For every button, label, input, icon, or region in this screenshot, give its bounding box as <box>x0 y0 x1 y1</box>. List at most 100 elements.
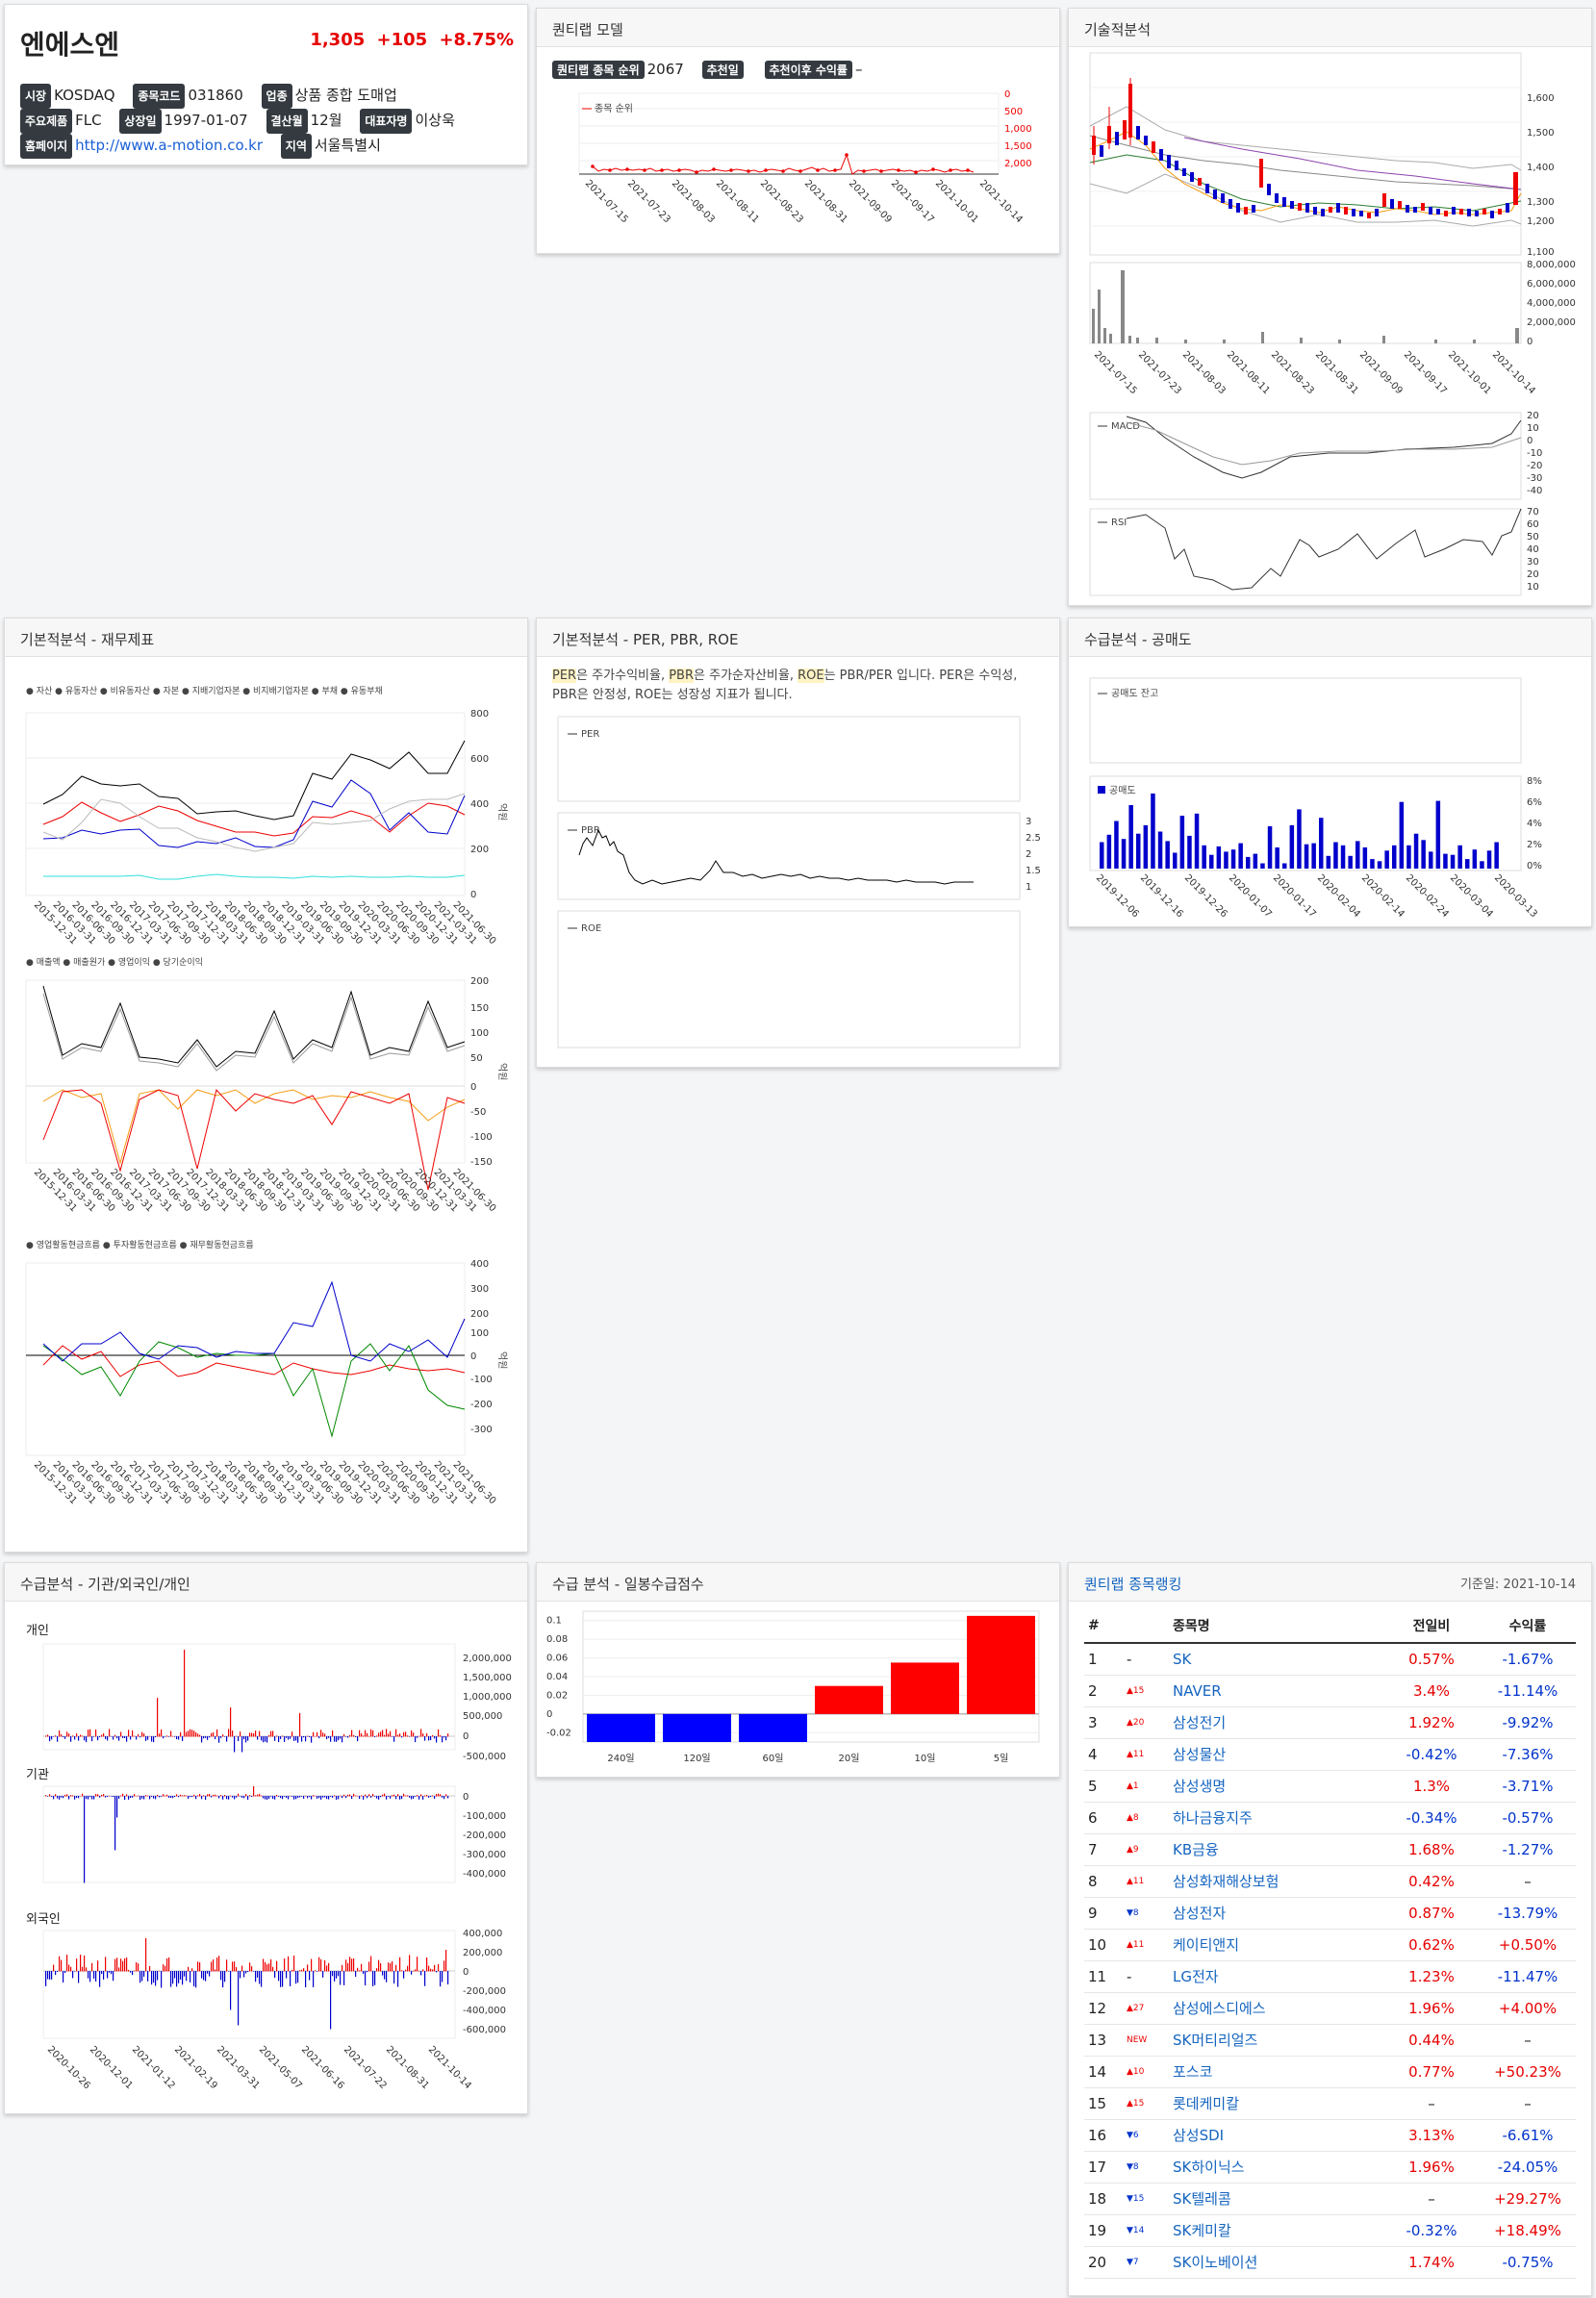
score-bar <box>815 1685 883 1714</box>
bar <box>132 1971 134 1976</box>
svg-text:2020-03-13: 2020-03-13 <box>1492 872 1539 920</box>
stock-link[interactable]: SK머티리얼즈 <box>1173 2032 1258 2049</box>
bar <box>234 1961 236 1972</box>
stock-link[interactable]: 롯데케미칼 <box>1173 2095 1240 2112</box>
bar <box>380 1796 382 1798</box>
stock-link[interactable]: 삼성전기 <box>1173 1714 1227 1731</box>
svg-text:0: 0 <box>1527 337 1533 347</box>
svg-text:-500,000: -500,000 <box>463 1752 506 1762</box>
stock-link[interactable]: SK텔레콤 <box>1173 2190 1231 2208</box>
bar <box>99 1971 101 1987</box>
stock-link[interactable]: 삼성물산 <box>1173 1746 1227 1763</box>
bar <box>176 1971 178 1987</box>
stock-link[interactable]: 삼성SDI <box>1173 2127 1225 2144</box>
stock-link[interactable]: 케이티앤지 <box>1173 1936 1240 1954</box>
bar <box>89 1971 91 1982</box>
stock-link-cell: KB금융 <box>1169 1833 1383 1866</box>
bar <box>438 1963 440 1972</box>
bar <box>55 1971 57 1976</box>
bar <box>284 1958 286 1972</box>
bar <box>276 1735 278 1737</box>
short-bar <box>1465 859 1470 869</box>
svg-text:2,000,000: 2,000,000 <box>1527 317 1576 328</box>
bar <box>409 1736 411 1737</box>
bar <box>172 1796 174 1799</box>
stock-link[interactable]: 삼성전자 <box>1173 1905 1227 1922</box>
financial-charts: ● 자산 ● 유동자산 ● 비유동자산 ● 자본 ● 지배기업자본 ● 비지배기… <box>25 686 508 1506</box>
return: +18.49% <box>1480 2214 1576 2247</box>
bar <box>95 1729 97 1737</box>
bar <box>405 1731 407 1737</box>
svg-text:100: 100 <box>470 1328 489 1339</box>
bar <box>397 1734 399 1737</box>
svg-text:0: 0 <box>1004 89 1010 100</box>
bar <box>113 1796 114 1798</box>
bar <box>68 1796 70 1800</box>
short-bar <box>1136 833 1141 869</box>
prev-change: 0.87% <box>1383 1897 1480 1930</box>
stock-link[interactable]: 포스코 <box>1173 2063 1213 2081</box>
table-row: 2 ▲15 NAVER 3.4% -11.14% <box>1084 1675 1576 1707</box>
bar <box>218 1796 220 1799</box>
bar <box>293 1955 295 1972</box>
stock-link[interactable]: 삼성생명 <box>1173 1778 1227 1795</box>
homepage-link[interactable]: http://www.a-motion.co.kr <box>75 137 263 154</box>
stock-link[interactable]: SK케미칼 <box>1173 2222 1231 2239</box>
return: – <box>1480 2087 1576 2120</box>
bar <box>307 1796 309 1799</box>
bar <box>97 1960 99 1972</box>
bar <box>263 1796 265 1799</box>
stock-link[interactable]: LG전자 <box>1173 1968 1219 1985</box>
bar <box>247 1971 249 1973</box>
bar <box>291 1731 293 1737</box>
bar <box>234 1736 236 1753</box>
bar <box>282 1735 284 1737</box>
rank-num: 10 <box>1084 1929 1123 1961</box>
prev-change: 1.96% <box>1383 1992 1480 2025</box>
svg-text:2021-09-09: 2021-09-09 <box>847 178 894 225</box>
stock-link[interactable]: NAVER <box>1173 1681 1222 1700</box>
info-lines: 시장 KOSDAQ 종목코드 031860 업종 상품 종합 도매업 주요제품 FLC … <box>20 84 455 159</box>
y-tick: -0.02 <box>546 1728 571 1738</box>
bar <box>211 1732 213 1737</box>
svg-text:4,000,000: 4,000,000 <box>1527 298 1576 309</box>
svg-text:0: 0 <box>463 1967 469 1978</box>
bar <box>338 1971 340 1977</box>
rank-move: - <box>1123 1960 1169 1993</box>
bar <box>347 1736 349 1738</box>
stock-link[interactable]: 하나금융지주 <box>1173 1809 1253 1827</box>
bar <box>328 1796 330 1800</box>
individual-bars <box>45 1650 449 1753</box>
stock-link[interactable]: SK <box>1173 1650 1192 1668</box>
bar <box>397 1794 399 1797</box>
rank-move: - <box>1123 1643 1169 1676</box>
stock-link[interactable]: SK하이닉스 <box>1173 2159 1245 2176</box>
bar <box>320 1730 322 1737</box>
stock-link[interactable]: KB금융 <box>1173 1841 1219 1858</box>
stock-link[interactable]: SK이노베이션 <box>1173 2254 1258 2271</box>
return: -0.57% <box>1480 1802 1576 1834</box>
bar <box>172 1735 174 1737</box>
bar <box>238 1793 240 1797</box>
bar <box>143 1796 145 1800</box>
bar <box>415 1796 417 1797</box>
rank-chart: 종목 순위 0 500 1,000 1,500 2,000 2021-07-15… <box>578 89 1032 225</box>
bar <box>180 1971 182 1980</box>
bar <box>392 1795 393 1797</box>
svg-text:억원: 억원 <box>496 1063 508 1080</box>
bar <box>426 1794 428 1797</box>
bar <box>428 1736 430 1741</box>
rank-num: 20 <box>1084 2246 1123 2279</box>
stock-link[interactable]: 삼성에스디에스 <box>1173 2000 1266 2017</box>
bar <box>326 1796 328 1800</box>
rank-move: ▲11 <box>1123 1738 1169 1771</box>
prev-change: 1.3% <box>1383 1770 1480 1803</box>
prev-change: 1.74% <box>1383 2246 1480 2279</box>
rank-yticks: 0 500 1,000 1,500 2,000 <box>1004 89 1032 169</box>
bar <box>338 1796 340 1800</box>
market-tag: 시장 <box>20 84 52 109</box>
prev-change: – <box>1383 2183 1480 2215</box>
prev-change: 0.44% <box>1383 2024 1480 2057</box>
stock-link[interactable]: 삼성화재해상보험 <box>1173 1873 1279 1890</box>
bar <box>184 1795 186 1797</box>
